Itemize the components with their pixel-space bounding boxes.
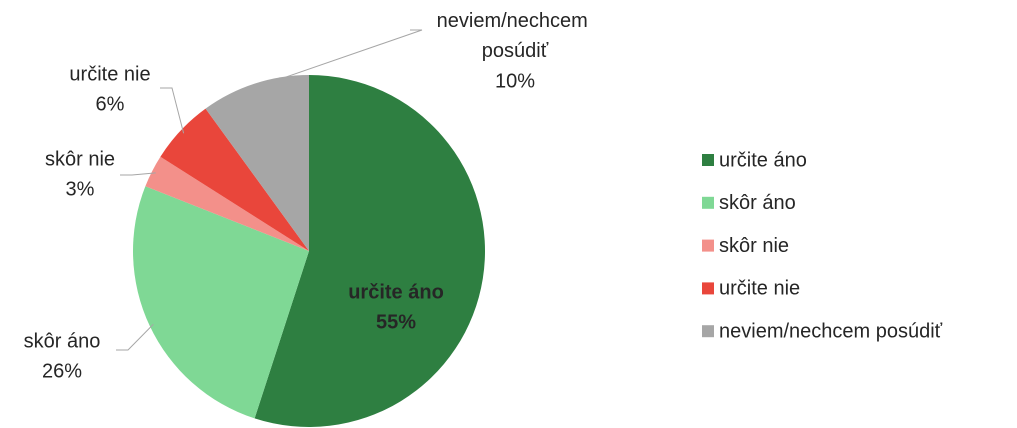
pie-slice	[160, 108, 309, 251]
data-label-name: neviem/nechcem posúdiť	[437, 10, 594, 62]
pie-slice	[254, 75, 485, 428]
legend-label: neviem/nechcem posúdiť	[719, 320, 943, 342]
legend-label: skôr áno	[719, 192, 796, 214]
legend-swatch	[702, 196, 714, 209]
leader-line	[116, 323, 154, 351]
pie-slice	[205, 75, 309, 251]
data-label-name: určite áno	[348, 281, 444, 303]
data-label-value: 26%	[42, 360, 82, 382]
legend-swatch	[702, 282, 714, 295]
pie-slice	[145, 156, 309, 251]
data-label-name: skôr áno	[24, 330, 101, 352]
legend-swatch	[702, 154, 714, 166]
label-line: neviem/nechcem	[437, 10, 594, 32]
data-label-value: 55%	[376, 311, 416, 333]
data-label-name: skôr nie	[45, 148, 115, 170]
data-label-value: 3%	[66, 178, 95, 200]
legend-label: určite áno	[719, 149, 807, 171]
legend-label: skôr nie	[719, 235, 789, 257]
legend-swatch	[702, 325, 714, 338]
label-line: posúdiť	[482, 40, 549, 62]
data-label-name: určite nie	[69, 63, 150, 85]
leader-line	[160, 87, 185, 134]
data-label-value: 10%	[495, 70, 535, 92]
data-label-value: 6%	[96, 93, 125, 115]
legend-label: určite nie	[719, 278, 800, 300]
leader-line	[120, 172, 156, 176]
legend-swatch	[702, 239, 714, 252]
leader-line	[255, 29, 423, 88]
pie-slice	[133, 186, 309, 419]
